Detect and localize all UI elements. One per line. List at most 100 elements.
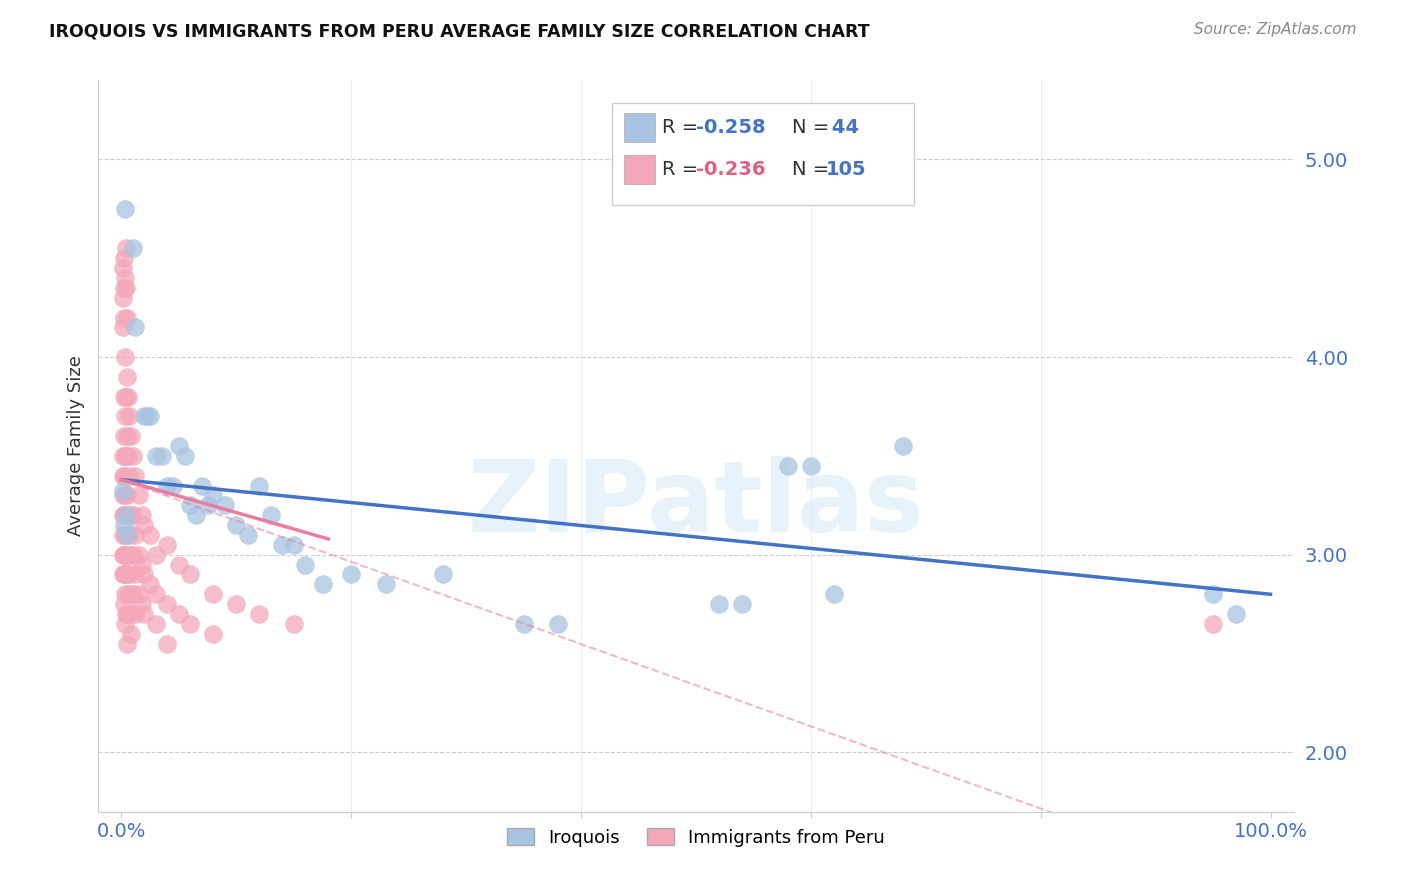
Point	[111, 548, 134, 562]
Point	[114, 350, 136, 364]
Point	[271, 538, 294, 552]
Point	[115, 429, 138, 443]
Point	[547, 616, 569, 631]
Text: R =: R =	[662, 118, 704, 137]
Point	[118, 567, 141, 582]
Point	[117, 587, 139, 601]
Point	[112, 281, 135, 295]
Point	[112, 548, 135, 562]
Point	[112, 597, 135, 611]
Point	[131, 558, 153, 572]
Point	[115, 567, 138, 582]
Point	[340, 567, 363, 582]
Point	[115, 508, 138, 523]
Point	[247, 607, 270, 621]
Text: R =: R =	[662, 160, 704, 179]
Point	[111, 567, 134, 582]
Point	[114, 567, 136, 582]
Point	[114, 488, 136, 502]
Point	[115, 607, 138, 621]
Point	[260, 508, 283, 523]
Point	[111, 484, 134, 499]
Point	[120, 508, 142, 523]
Point	[236, 528, 259, 542]
Point	[115, 528, 138, 542]
Point	[114, 587, 136, 601]
Point	[112, 251, 135, 265]
Point	[115, 508, 138, 523]
Point	[173, 449, 195, 463]
Point	[800, 458, 823, 473]
Point	[283, 538, 305, 552]
Point	[115, 607, 138, 621]
Point	[124, 607, 146, 621]
Point	[118, 607, 141, 621]
Point	[114, 202, 136, 216]
Point	[184, 508, 207, 523]
Text: -0.236: -0.236	[696, 160, 765, 179]
Point	[311, 577, 333, 591]
Point	[179, 498, 201, 512]
Text: -0.258: -0.258	[696, 118, 766, 137]
Point	[124, 468, 146, 483]
Point	[214, 498, 236, 512]
Point	[139, 409, 162, 424]
Point	[294, 558, 316, 572]
Point	[139, 577, 162, 591]
Point	[707, 597, 730, 611]
Point	[156, 597, 179, 611]
Point	[111, 508, 134, 523]
Point	[197, 498, 219, 512]
Point	[115, 369, 138, 384]
Point	[167, 607, 190, 621]
Point	[122, 548, 145, 562]
Point	[134, 409, 156, 424]
Point	[512, 616, 534, 631]
Text: N =: N =	[792, 160, 835, 179]
Point	[115, 449, 138, 463]
Point	[115, 488, 138, 502]
Point	[122, 587, 145, 601]
Point	[156, 637, 179, 651]
Point	[135, 409, 157, 424]
Point	[112, 508, 135, 523]
Point	[179, 616, 201, 631]
Point	[124, 320, 146, 334]
Point	[118, 409, 141, 424]
Point	[202, 627, 225, 641]
Point	[283, 616, 305, 631]
Point	[432, 567, 454, 582]
Point	[120, 548, 142, 562]
Point	[823, 587, 845, 601]
Point	[118, 528, 141, 542]
Point	[131, 597, 153, 611]
Point	[145, 587, 167, 601]
Point	[120, 627, 142, 641]
Point	[114, 449, 136, 463]
Point	[134, 567, 156, 582]
Point	[145, 616, 167, 631]
Point	[115, 637, 138, 651]
Text: 44: 44	[825, 118, 859, 137]
Point	[111, 291, 134, 305]
Point	[202, 488, 225, 502]
Point	[134, 607, 156, 621]
Text: 105: 105	[825, 160, 866, 179]
Point	[124, 528, 146, 542]
Point	[112, 429, 135, 443]
Point	[111, 488, 134, 502]
Point	[111, 468, 134, 483]
Point	[156, 538, 179, 552]
Point	[150, 449, 173, 463]
Point	[1202, 587, 1225, 601]
Point	[114, 528, 136, 542]
Point	[145, 548, 167, 562]
Point	[131, 508, 153, 523]
Point	[1202, 616, 1225, 631]
Point	[179, 567, 201, 582]
Point	[111, 449, 134, 463]
Point	[776, 458, 799, 473]
Point	[1225, 607, 1247, 621]
Point	[167, 439, 190, 453]
Text: IROQUOIS VS IMMIGRANTS FROM PERU AVERAGE FAMILY SIZE CORRELATION CHART: IROQUOIS VS IMMIGRANTS FROM PERU AVERAGE…	[49, 22, 870, 40]
